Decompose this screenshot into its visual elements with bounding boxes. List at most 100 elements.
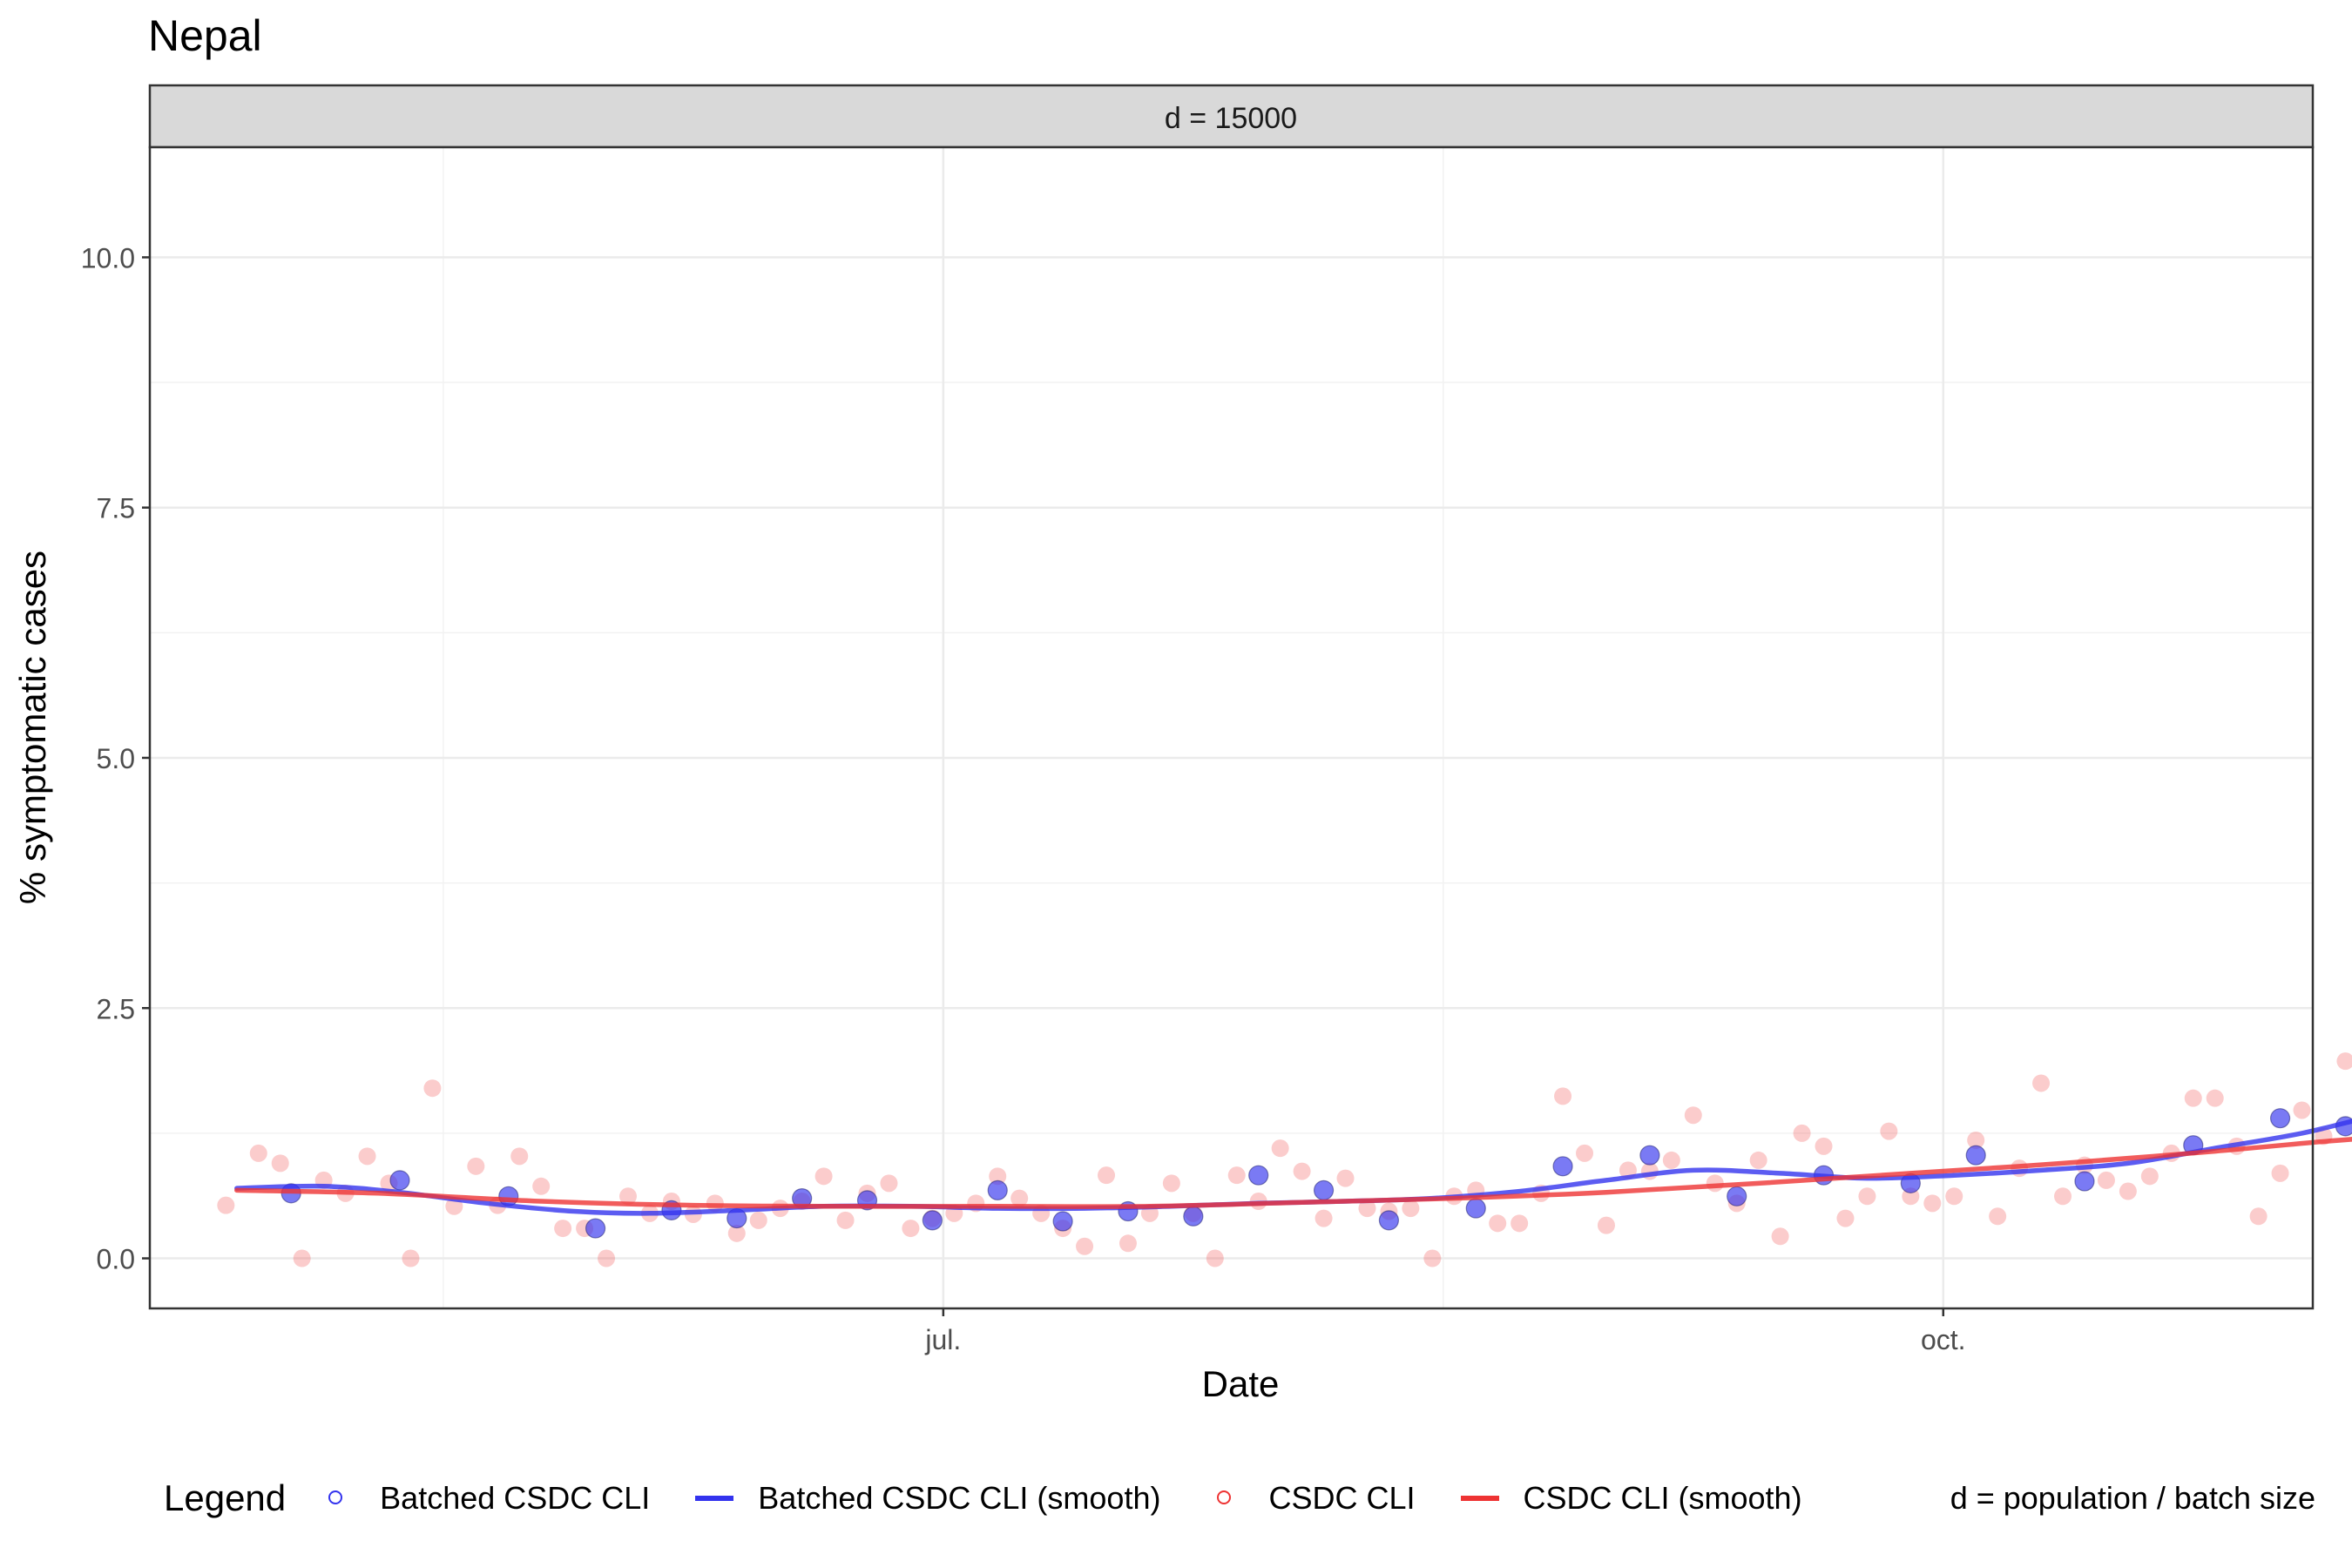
csdc-point bbox=[358, 1147, 376, 1166]
csdc-point bbox=[1793, 1124, 1811, 1142]
csdc-point bbox=[1293, 1162, 1311, 1180]
csdc-point bbox=[1815, 1137, 1833, 1155]
legend-key-csdc-smooth bbox=[1460, 1481, 1499, 1516]
batched-csdc-point bbox=[1378, 1210, 1400, 1231]
csdc-point bbox=[1576, 1144, 1594, 1162]
csdc-point bbox=[2206, 1089, 2224, 1107]
legend-key-csdc-points bbox=[1206, 1481, 1244, 1516]
csdc-point bbox=[1749, 1151, 1767, 1169]
plot-panel-border bbox=[148, 145, 2315, 1310]
csdc-point bbox=[598, 1249, 616, 1267]
csdc-point bbox=[271, 1154, 289, 1173]
csdc-point bbox=[2249, 1207, 2268, 1226]
csdc-point bbox=[1423, 1249, 1442, 1267]
legend-key-batched-points bbox=[317, 1481, 355, 1516]
legend-note: d = population / batch size bbox=[1950, 1480, 2315, 1516]
legend-title: Legend bbox=[164, 1477, 287, 1518]
batched-csdc-point bbox=[585, 1218, 606, 1239]
batched-csdc-point bbox=[987, 1179, 1008, 1201]
y-axis-title: % symptomatic cases bbox=[12, 551, 53, 904]
csdc-point bbox=[532, 1177, 551, 1195]
csdc-point bbox=[880, 1174, 898, 1193]
csdc-point bbox=[402, 1249, 420, 1267]
x-tick-label: oct. bbox=[1921, 1324, 1966, 1355]
batched-csdc-point bbox=[1052, 1211, 1073, 1232]
csdc-point bbox=[1098, 1166, 1116, 1185]
csdc-point bbox=[989, 1167, 1007, 1186]
y-tick-label: 0.0 bbox=[97, 1244, 135, 1275]
csdc-point bbox=[1989, 1207, 2007, 1226]
csdc-smooth-line bbox=[234, 1137, 2352, 1209]
y-tick-label: 5.0 bbox=[97, 743, 135, 774]
csdc-point bbox=[1836, 1209, 1855, 1227]
legend-label-batched-points: Batched CSDC CLI bbox=[380, 1480, 651, 1516]
csdc-point bbox=[1597, 1216, 1615, 1234]
csdc-point bbox=[1358, 1200, 1376, 1218]
y-tick-label: 10.0 bbox=[81, 242, 135, 274]
y-tick-label: 7.5 bbox=[97, 493, 135, 524]
csdc-point bbox=[467, 1157, 485, 1175]
csdc-point bbox=[836, 1211, 855, 1229]
x-tick-label: jul. bbox=[924, 1324, 961, 1355]
csdc-point bbox=[1206, 1249, 1224, 1267]
batched-csdc-point bbox=[1727, 1186, 1747, 1206]
csdc-point bbox=[1227, 1166, 1246, 1185]
legend-item-csdc-smooth: CSDC CLI (smooth) bbox=[1460, 1480, 1802, 1517]
csdc-point bbox=[2054, 1187, 2072, 1206]
csdc-point bbox=[2293, 1101, 2311, 1119]
batched-csdc-point bbox=[1313, 1179, 1335, 1201]
legend-item-batched-smooth: Batched CSDC CLI (smooth) bbox=[695, 1480, 1160, 1517]
csdc-point bbox=[1336, 1169, 1355, 1187]
csdc-point bbox=[1489, 1214, 1507, 1233]
csdc-point bbox=[1684, 1106, 1702, 1125]
csdc-point bbox=[1010, 1189, 1029, 1207]
csdc-point bbox=[217, 1196, 235, 1214]
batched-csdc-point bbox=[2269, 1108, 2291, 1129]
batched-csdc-point bbox=[1465, 1198, 1486, 1219]
csdc-point bbox=[1271, 1139, 1289, 1158]
csdc-point bbox=[1119, 1234, 1137, 1253]
legend-label-csdc-smooth: CSDC CLI (smooth) bbox=[1523, 1480, 1802, 1516]
batched-csdc-point bbox=[1965, 1145, 1986, 1166]
plot-panel-background bbox=[150, 147, 2313, 1308]
csdc-point bbox=[1076, 1237, 1094, 1255]
batched-csdc-point bbox=[1183, 1206, 1204, 1227]
y-tick-label: 2.5 bbox=[97, 993, 135, 1024]
csdc-point bbox=[2271, 1164, 2289, 1182]
csdc-point bbox=[2140, 1167, 2159, 1186]
csdc-point bbox=[1315, 1209, 1333, 1227]
batched-csdc-point bbox=[389, 1170, 410, 1191]
legend-label-csdc-points: CSDC CLI bbox=[1268, 1480, 1416, 1516]
x-axis-title: Date bbox=[1202, 1363, 1280, 1404]
batched-csdc-point bbox=[1639, 1145, 1660, 1166]
csdc-point bbox=[249, 1144, 267, 1162]
csdc-point bbox=[293, 1249, 311, 1267]
batched-csdc-point bbox=[2074, 1171, 2095, 1192]
csdc-point bbox=[2032, 1074, 2051, 1092]
csdc-point bbox=[1662, 1151, 1680, 1169]
csdc-point bbox=[902, 1220, 920, 1238]
csdc-point bbox=[1402, 1200, 1420, 1218]
csdc-point bbox=[749, 1211, 767, 1229]
legend-label-batched-smooth: Batched CSDC CLI (smooth) bbox=[758, 1480, 1161, 1516]
csdc-point bbox=[1880, 1122, 1898, 1140]
legend-key-batched-smooth bbox=[695, 1481, 734, 1516]
csdc-point bbox=[2336, 1052, 2352, 1071]
batched-csdc-point bbox=[1552, 1156, 1573, 1177]
csdc-point bbox=[1858, 1187, 1876, 1206]
facet-strip-label: d = 15000 bbox=[1165, 102, 1297, 135]
csdc-point bbox=[1771, 1227, 1789, 1246]
facet-strip bbox=[148, 84, 2315, 149]
csdc-point bbox=[1967, 1131, 1985, 1149]
batched-csdc-point bbox=[1248, 1165, 1269, 1186]
csdc-point bbox=[554, 1220, 572, 1238]
csdc-point bbox=[619, 1187, 638, 1206]
csdc-point bbox=[510, 1147, 529, 1166]
csdc-point bbox=[814, 1167, 833, 1186]
csdc-point bbox=[1554, 1087, 1572, 1105]
csdc-point bbox=[2184, 1089, 2202, 1107]
csdc-point bbox=[1162, 1174, 1180, 1193]
csdc-point bbox=[1511, 1214, 1529, 1233]
legend-item-csdc-points: CSDC CLI bbox=[1206, 1480, 1416, 1517]
